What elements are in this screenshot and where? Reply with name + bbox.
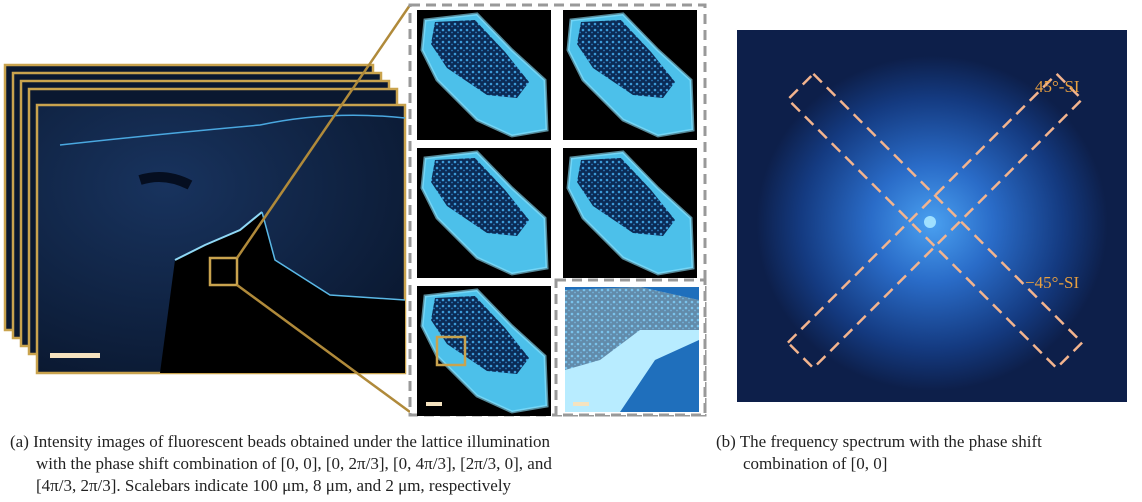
phase-grid <box>410 5 705 416</box>
caption-line: [4π/3, 2π/3]. Scalebars indicate 100 μm,… <box>36 476 512 495</box>
annotation: 45°-SI <box>1035 77 1080 96</box>
spectrum: 45°-SI −45°-SI <box>737 30 1127 402</box>
caption-line: combination of [0, 0] <box>743 454 887 473</box>
annotation: −45°-SI <box>1025 273 1080 292</box>
caption-line: with the phase shift combination of [0, … <box>36 454 552 473</box>
caption-line: (a) Intensity images of fluorescent bead… <box>10 432 551 451</box>
image-stack <box>5 65 405 373</box>
caption-line: (b) The frequency spectrum with the phas… <box>716 432 1042 451</box>
figure: 45°-SI −45°-SI (a) Intensity images of f… <box>0 0 1142 502</box>
